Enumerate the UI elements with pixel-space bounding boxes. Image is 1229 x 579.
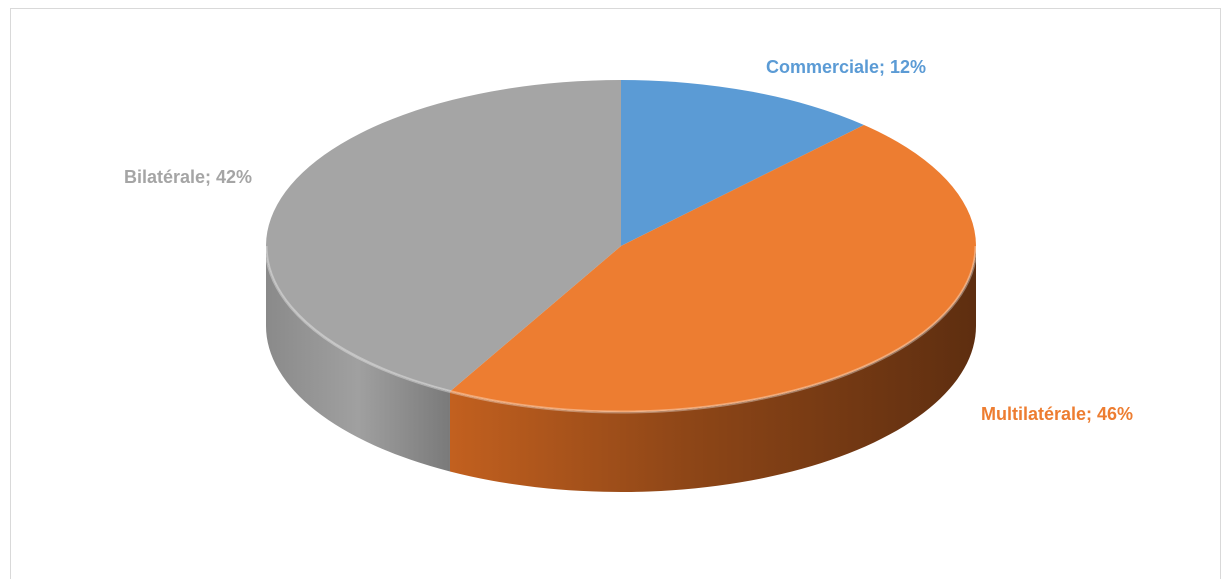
pie-rim [264,245,978,414]
pie-slice-multilatérale [449,124,977,413]
pie-slice-commerciale [621,80,865,246]
pie-side-walls [266,246,977,492]
pie-side-bilatérale [266,246,450,472]
data-label-multilatérale: Multilatérale; 46% [981,404,1133,424]
pie-top-faces [265,79,977,413]
pie-rim-highlight [264,245,978,414]
data-label-bilatérale: Bilatérale; 42% [124,167,252,187]
data-label-commerciale: Commerciale; 12% [766,57,926,77]
pie-side-multilatérale [449,246,977,492]
pie-slice-bilatérale [265,79,621,392]
data-labels: Commerciale; 12% Multilatérale; 46% Bilaté… [124,57,1133,424]
